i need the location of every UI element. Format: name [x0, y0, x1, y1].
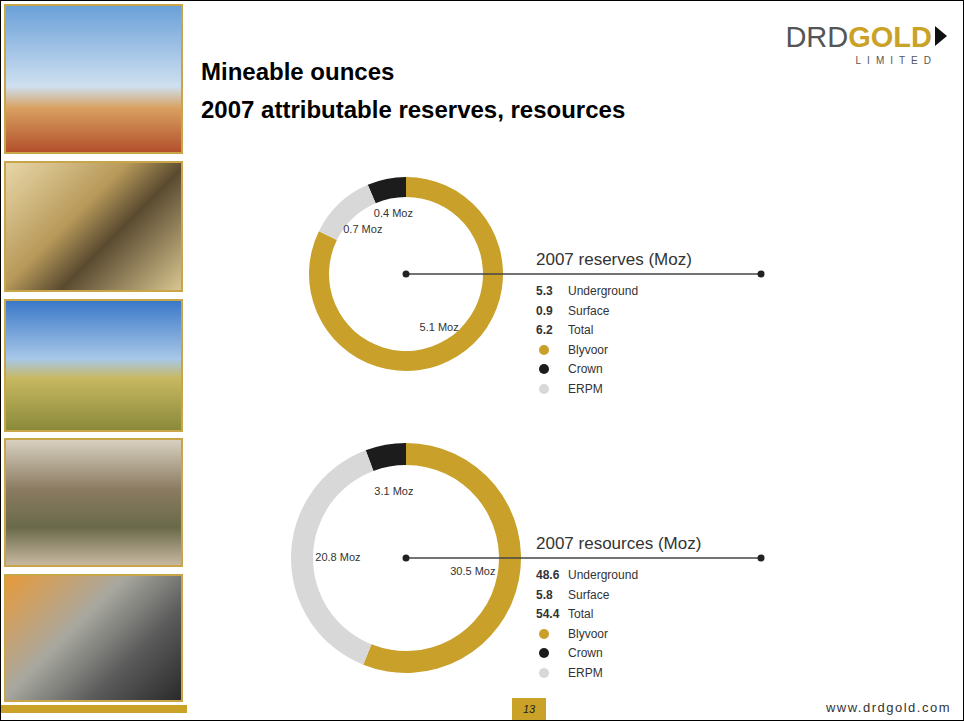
html-text:5.8: 5.8 — [536, 587, 553, 602]
html-text:2007 reserves (Moz): 2007 reserves (Moz) — [536, 250, 692, 269]
html-text:54.4: 54.4 — [536, 607, 560, 621]
svg-text:20.8 Moz: 20.8 Moz — [315, 551, 360, 563]
html-text:Blyvoor: Blyvoor — [568, 626, 608, 641]
html-text:ERPM: ERPM — [568, 665, 603, 680]
svg-text:3.1 Moz: 3.1 Moz — [374, 485, 413, 497]
html-text:Total: Total — [568, 323, 594, 337]
html-text:Underground: Underground — [568, 568, 639, 582]
html-text:Crown: Crown — [568, 646, 603, 660]
html-text:48.6: 48.6 — [536, 568, 560, 582]
html-text:Total: Total — [568, 607, 594, 621]
html-text:Blyvoor: Blyvoor — [568, 342, 608, 357]
html-text:2007 attributable reserves, re: 2007 attributable reserves, resources — [201, 96, 626, 123]
svg-text:30.5 Moz: 30.5 Moz — [450, 565, 495, 577]
html-text:2007 resources (Moz): 2007 resources (Moz) — [536, 534, 702, 553]
svg-text:0.4 Moz: 0.4 Moz — [374, 207, 413, 219]
html-text:ERPM: ERPM — [568, 381, 603, 396]
html-text:Crown: Crown — [568, 362, 603, 376]
html-text:5.3: 5.3 — [536, 284, 553, 298]
html-text:0.9: 0.9 — [536, 303, 553, 318]
html-text:13: 13 — [522, 703, 536, 715]
html-text:DRD GOLD: DRD GOLD — [785, 21, 932, 53]
svg-text:0.7 Moz: 0.7 Moz — [343, 223, 382, 235]
html-text:www.drdgold.com: www.drdgold.com — [825, 700, 951, 715]
svg-text:5.1 Moz: 5.1 Moz — [420, 321, 459, 333]
html-text:6.2: 6.2 — [536, 323, 553, 337]
html-text:Surface: Surface — [568, 587, 610, 602]
html-text:Underground: Underground — [568, 284, 639, 298]
html-text:Mineable ounces: Mineable ounces — [201, 58, 395, 85]
html-text:LIMITED: LIMITED — [855, 55, 937, 66]
html-text:Surface: Surface — [568, 303, 610, 318]
